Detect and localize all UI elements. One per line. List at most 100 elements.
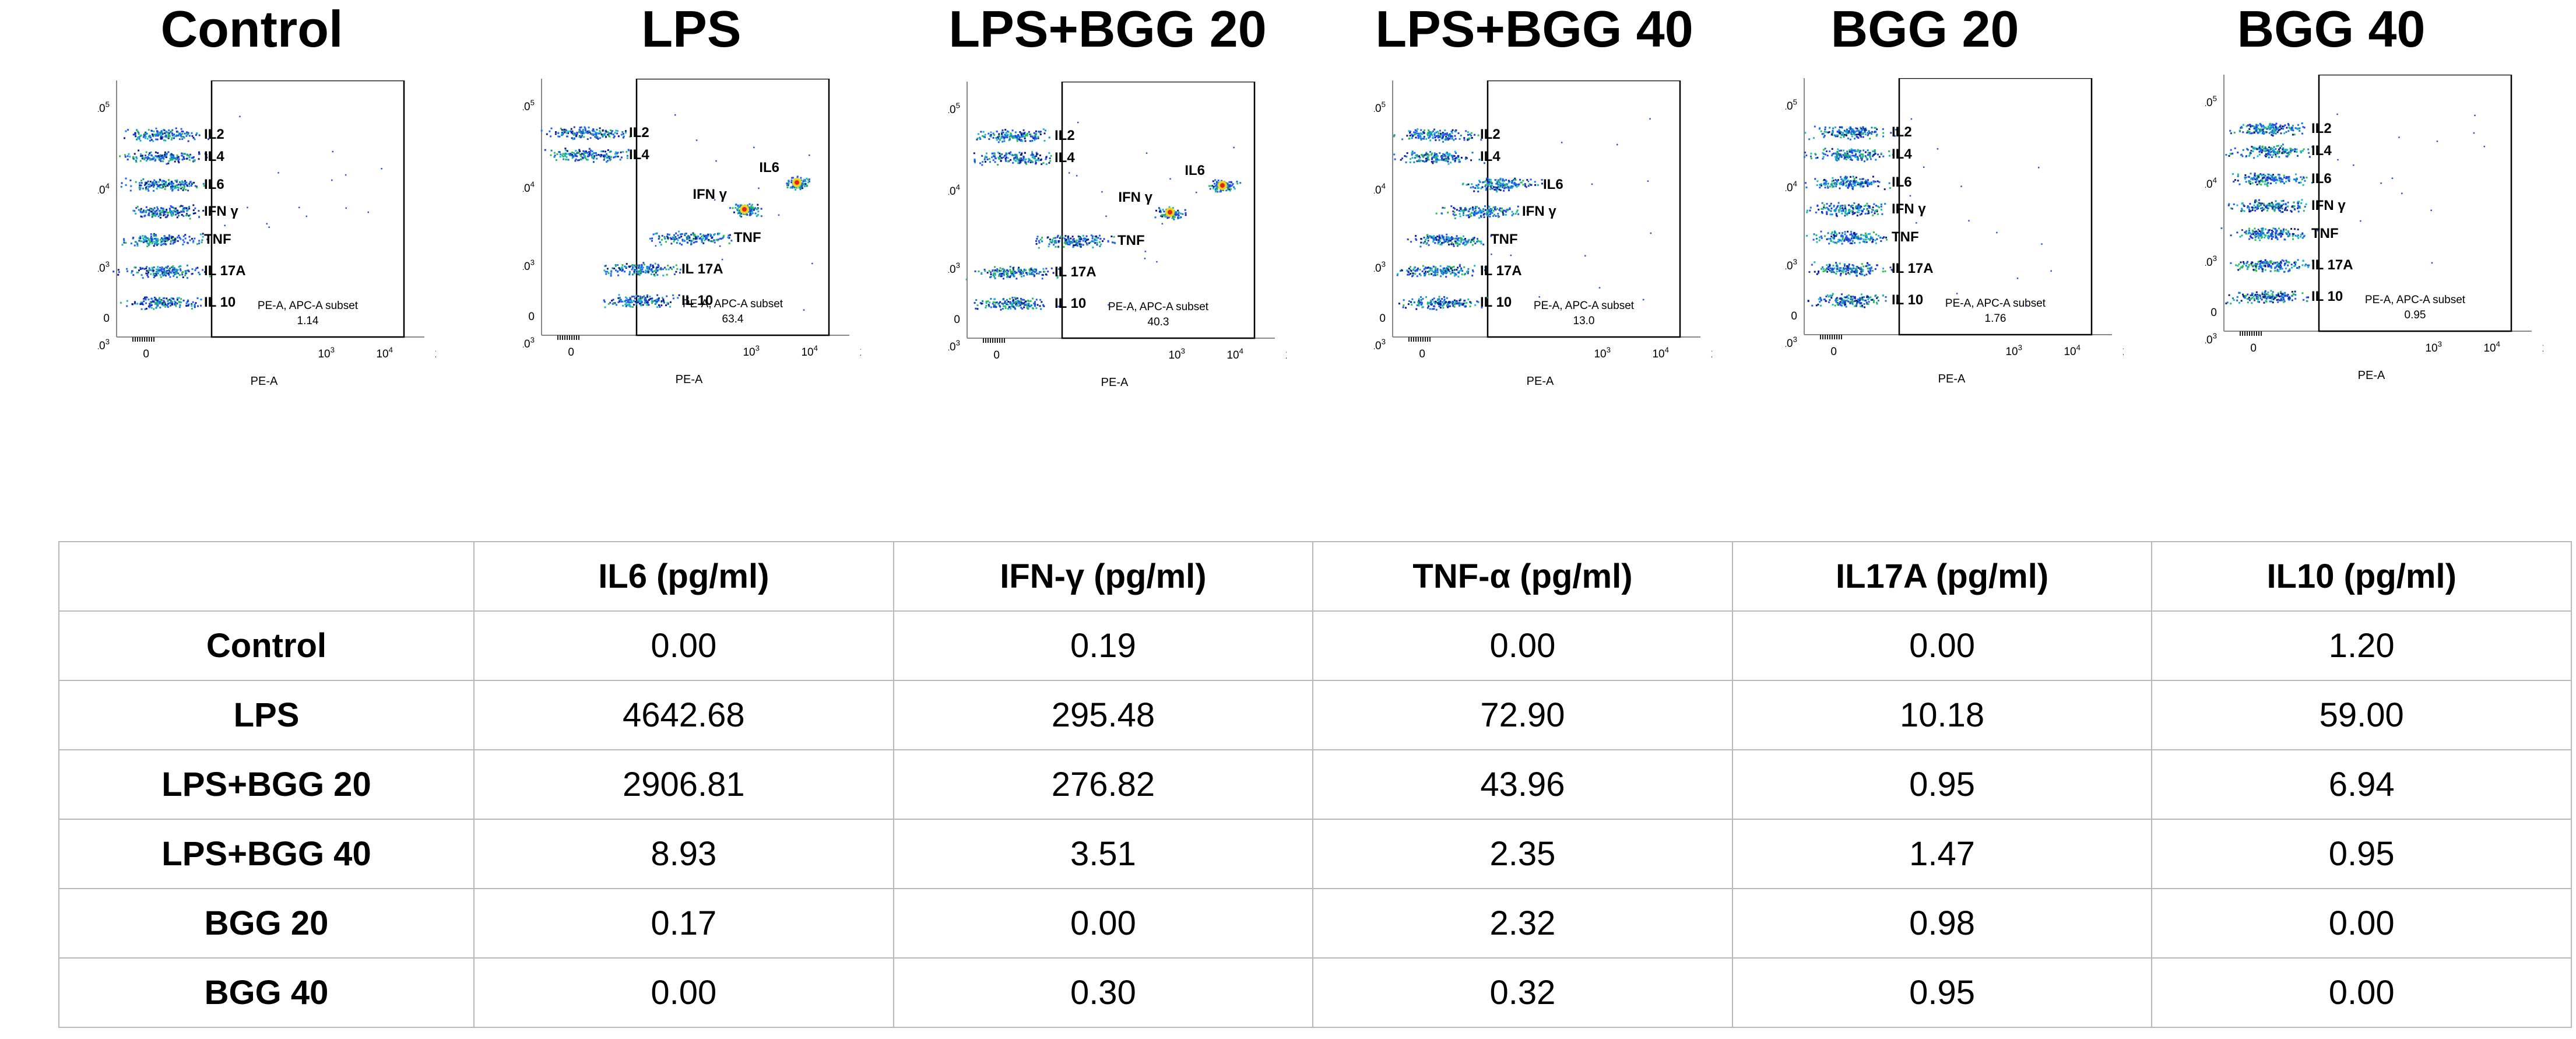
event-dot (622, 304, 624, 307)
event-dot (663, 266, 666, 269)
event-dot (1854, 184, 1857, 187)
event-dot (1015, 304, 1018, 307)
event-dot (1017, 268, 1020, 271)
population-cluster: TNF (121, 231, 231, 248)
event-dot (795, 188, 797, 191)
event-dot (1004, 307, 1007, 310)
event-dot (607, 131, 609, 133)
sparse-event (715, 160, 717, 162)
event-dot (627, 149, 630, 151)
event-dot (146, 237, 149, 239)
event-dot (1859, 207, 1861, 209)
event-dot (1821, 212, 1823, 214)
event-dot (1442, 268, 1445, 270)
event-dot (1239, 182, 1242, 184)
event-dot (1869, 155, 1871, 157)
event-dot (1038, 240, 1040, 242)
event-dot (673, 273, 676, 275)
event-dot (1227, 188, 1229, 191)
population-label: IFN γ (1522, 203, 1556, 219)
event-dot (645, 269, 646, 272)
event-dot (1433, 128, 1435, 131)
event-dot (1447, 212, 1449, 213)
event-dot (135, 135, 137, 138)
event-dot (1402, 306, 1404, 308)
event-dot (1454, 160, 1456, 163)
event-dot (181, 130, 183, 132)
event-dot (596, 136, 599, 138)
event-dot (1439, 302, 1442, 304)
event-dot (1447, 236, 1450, 238)
event-dot (148, 267, 150, 269)
event-dot (625, 150, 628, 153)
event-dot (1014, 301, 1017, 303)
event-dot (660, 300, 663, 302)
event-dot (1213, 185, 1215, 188)
sparse-event (298, 206, 300, 209)
flow-plot: APC-A1051041030-1030103104105PE-APE-A, A… (948, 82, 1287, 389)
event-dot (164, 274, 166, 276)
event-dot (1489, 209, 1492, 211)
event-dot (1839, 131, 1841, 132)
event-dot (604, 132, 606, 135)
event-dot (670, 238, 673, 240)
event-dot (589, 131, 591, 134)
event-dot (651, 297, 653, 300)
event-dot (1492, 215, 1495, 217)
event-dot (180, 265, 182, 268)
event-dot (154, 275, 156, 277)
event-dot (571, 131, 574, 134)
event-dot (1411, 137, 1413, 139)
event-dot (1450, 205, 1453, 208)
event-dot (1024, 159, 1026, 161)
event-dot (1869, 156, 1871, 159)
event-dot (600, 134, 603, 135)
event-dot (1158, 210, 1161, 213)
event-dot (737, 212, 740, 214)
event-dot (200, 299, 202, 301)
event-dot (1419, 274, 1422, 276)
event-dot (125, 184, 127, 186)
event-dot (630, 298, 631, 300)
sparse-event (1105, 215, 1107, 217)
event-dot (1001, 136, 1003, 139)
event-dot (996, 139, 998, 141)
event-dot (641, 297, 643, 300)
flow-plot: APC-A1051041030-1030103104105PE-APE-A, A… (98, 80, 436, 388)
event-dot (597, 138, 599, 140)
event-dot (135, 161, 138, 163)
event-dot (598, 132, 600, 135)
event-dot (189, 153, 192, 156)
event-dot (1416, 132, 1418, 135)
event-dot (164, 238, 166, 240)
event-dot (1453, 306, 1456, 308)
event-dot (1012, 269, 1014, 272)
event-dot (1458, 159, 1460, 161)
event-dot (999, 267, 1001, 269)
event-dot (174, 271, 177, 273)
event-dot (1029, 270, 1031, 272)
event-dot (117, 273, 120, 276)
event-dot (1453, 269, 1456, 271)
event-dot (138, 131, 140, 134)
event-dot (1457, 156, 1460, 159)
event-dot (171, 137, 173, 139)
event-dot (160, 135, 162, 137)
event-dot (150, 301, 152, 304)
event-dot (157, 215, 160, 217)
event-dot (1013, 299, 1014, 301)
event-dot (153, 179, 156, 181)
event-dot (997, 156, 1000, 159)
event-dot (1057, 234, 1059, 237)
event-dot (1856, 150, 1858, 152)
event-dot (604, 155, 606, 157)
event-dot (621, 264, 624, 266)
event-dot (1008, 136, 1011, 138)
event-dot (1508, 189, 1510, 192)
event-dot (171, 189, 174, 192)
event-dot (999, 156, 1001, 159)
event-dot (804, 179, 806, 181)
event-dot (992, 159, 994, 162)
event-dot (992, 274, 994, 276)
event-dot (1435, 159, 1437, 161)
